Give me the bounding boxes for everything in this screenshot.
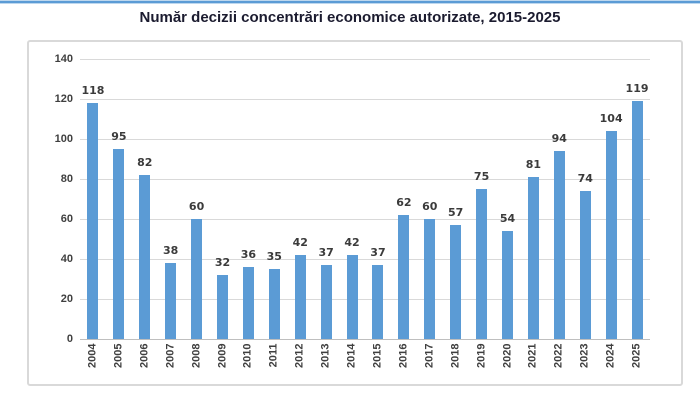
bar-2011 — [268, 269, 280, 339]
bar-2013 — [320, 265, 332, 339]
x-axis-tick-label: 2014 — [345, 343, 358, 368]
y-axis-tick-label: 80 — [60, 173, 73, 185]
bar-value-label: 95 — [111, 130, 127, 143]
bar-2021 — [527, 177, 539, 339]
x-axis-tick-label: 2004 — [86, 343, 99, 368]
x-axis-tick-label: 2022 — [552, 343, 565, 368]
x-axis-tick-label: 2021 — [526, 343, 539, 368]
gridline — [80, 259, 650, 260]
y-axis-tick-label: 0 — [66, 333, 73, 345]
bar-value-label: 74 — [577, 172, 593, 185]
y-axis-tick-label: 60 — [60, 213, 73, 225]
x-axis-line — [80, 339, 650, 340]
x-axis-tick-label: 2011 — [267, 343, 280, 368]
bar-value-label: 60 — [188, 200, 205, 213]
bar-2023 — [579, 191, 591, 339]
x-axis-tick-label: 2013 — [319, 343, 332, 368]
x-axis-tick-label: 2017 — [423, 343, 436, 368]
x-axis-tick-label: 2016 — [397, 343, 410, 368]
bar-2022 — [553, 151, 565, 339]
x-axis-tick-label: 2020 — [501, 343, 513, 368]
y-axis-tick-label: 100 — [54, 133, 73, 145]
bar-value-label: 32 — [214, 256, 231, 269]
chart-container: 0 20 40 60 80 100 120 140 118 2004 95 2005 82 2006 38 2… — [27, 40, 683, 386]
bar-value-label: 37 — [318, 246, 334, 259]
bar-2020 — [502, 231, 513, 339]
x-axis-tick-label: 2006 — [138, 343, 151, 368]
bar-2018 — [450, 225, 462, 339]
x-axis-tick-label: 2012 — [293, 343, 306, 368]
bar-value-label: 57 — [448, 206, 464, 219]
bar-2016 — [398, 215, 410, 339]
bar-value-label: 82 — [137, 156, 153, 169]
bar-2007 — [165, 263, 177, 339]
x-axis-tick-label: 2019 — [475, 343, 488, 368]
bar-value-label: 36 — [240, 248, 257, 261]
bar-2012 — [294, 255, 306, 339]
bar-2008 — [191, 219, 203, 339]
y-axis-tick-label: 40 — [60, 253, 73, 265]
x-axis-tick-label: 2024 — [604, 343, 617, 368]
bar-value-label: 62 — [396, 196, 412, 209]
bar-value-label: 81 — [525, 158, 542, 171]
bar-value-label: 42 — [344, 236, 360, 249]
x-axis-tick-label: 2018 — [449, 343, 462, 368]
x-axis-tick-label: 2015 — [371, 343, 384, 368]
bar-2017 — [424, 219, 436, 339]
top-divider-rule — [0, 0, 700, 4]
bar-value-label: 75 — [473, 170, 490, 183]
bar-2019 — [476, 189, 488, 339]
x-axis-tick-label: 2005 — [112, 343, 125, 368]
chart-title: Număr decizii concentrări economice auto… — [139, 9, 561, 26]
bar-value-label: 60 — [422, 200, 438, 213]
bar-value-label: 119 — [625, 82, 649, 95]
y-axis-tick-label: 120 — [54, 93, 73, 105]
bar-2010 — [242, 267, 254, 339]
x-axis-tick-label: 2010 — [241, 343, 254, 368]
bar-2006 — [139, 175, 151, 339]
bar-value-label: 38 — [163, 244, 179, 257]
bar-value-label: 35 — [266, 250, 282, 263]
x-axis-tick-label: 2023 — [578, 343, 591, 368]
gridline — [80, 99, 650, 100]
y-axis-tick-label: 140 — [54, 53, 73, 65]
gridline — [80, 219, 650, 220]
bar-value-label: 54 — [499, 212, 516, 225]
gridline — [80, 179, 650, 180]
x-axis-tick-label: 2009 — [216, 343, 228, 368]
x-axis-tick-label: 2008 — [190, 343, 203, 368]
bar-2015 — [372, 265, 384, 339]
bar-2024 — [605, 131, 617, 339]
bar-2005 — [113, 149, 125, 339]
bar-2025 — [631, 101, 643, 339]
bar-2004 — [87, 103, 99, 339]
bar-value-label: 118 — [81, 84, 105, 97]
bar-value-label: 94 — [551, 132, 567, 145]
bar-2009 — [217, 275, 228, 339]
bar-value-label: 104 — [599, 112, 623, 125]
gridline — [80, 59, 650, 60]
y-axis-tick-label: 20 — [60, 293, 73, 305]
bar-value-label: 42 — [292, 236, 308, 249]
gridline — [80, 139, 650, 140]
gridline — [80, 299, 650, 300]
x-axis-tick-label: 2007 — [164, 343, 177, 368]
bar-value-label: 37 — [370, 246, 386, 259]
x-axis-tick-label: 2025 — [630, 343, 643, 368]
bar-2014 — [346, 255, 358, 339]
plot-area: 0 20 40 60 80 100 120 140 118 2004 95 2005 82 2006 38 2… — [29, 42, 681, 384]
